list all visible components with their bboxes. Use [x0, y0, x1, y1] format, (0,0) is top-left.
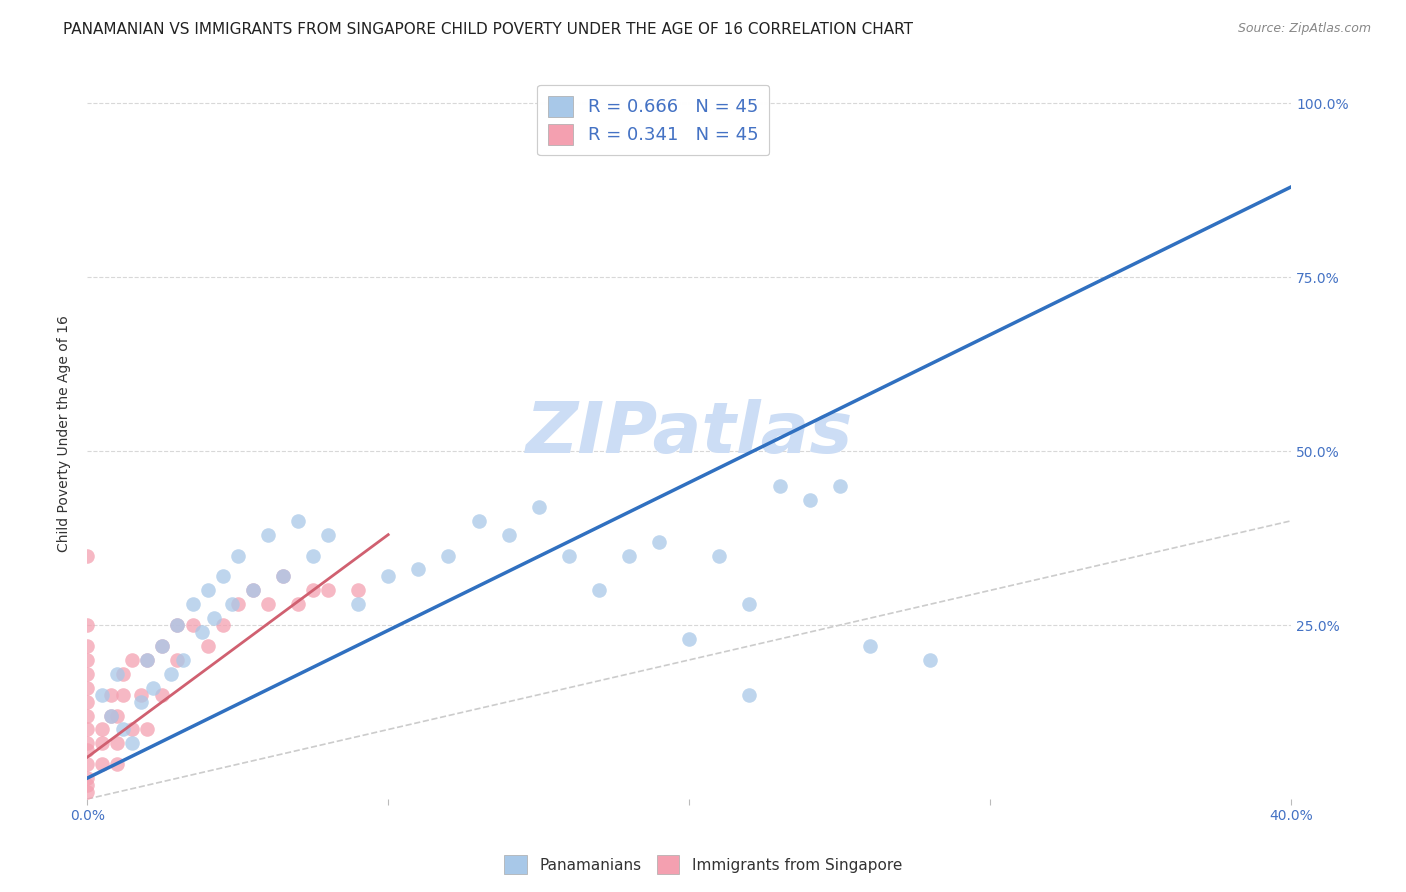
Point — [558, 549, 581, 563]
Point — [648, 534, 671, 549]
Point — [202, 611, 225, 625]
Point — [197, 583, 219, 598]
Point — [121, 653, 143, 667]
Point — [181, 597, 204, 611]
Point — [316, 527, 339, 541]
Text: ZIPatlas: ZIPatlas — [526, 400, 853, 468]
Point — [121, 723, 143, 737]
Point — [197, 639, 219, 653]
Point — [152, 639, 174, 653]
Point — [738, 597, 761, 611]
Point — [76, 785, 98, 799]
Point — [302, 583, 325, 598]
Text: Source: ZipAtlas.com: Source: ZipAtlas.com — [1237, 22, 1371, 36]
Point — [859, 639, 882, 653]
Point — [76, 771, 98, 785]
Point — [221, 597, 243, 611]
Point — [131, 695, 153, 709]
Point — [76, 695, 98, 709]
Point — [121, 736, 143, 750]
Point — [467, 514, 489, 528]
Point — [799, 492, 821, 507]
Point — [242, 583, 264, 598]
Point — [100, 708, 122, 723]
Point — [105, 736, 128, 750]
Point — [527, 500, 550, 514]
Point — [271, 569, 294, 583]
Point — [136, 653, 159, 667]
Point — [76, 618, 98, 632]
Point — [76, 757, 98, 772]
Point — [181, 618, 204, 632]
Legend: R = 0.666   N = 45, R = 0.341   N = 45: R = 0.666 N = 45, R = 0.341 N = 45 — [537, 85, 769, 155]
Y-axis label: Child Poverty Under the Age of 16: Child Poverty Under the Age of 16 — [58, 316, 72, 552]
Point — [76, 778, 98, 792]
Point — [287, 514, 309, 528]
Point — [920, 653, 942, 667]
Point — [588, 583, 610, 598]
Point — [190, 625, 212, 640]
Point — [105, 757, 128, 772]
Point — [152, 639, 174, 653]
Point — [617, 549, 640, 563]
Point — [709, 549, 731, 563]
Point — [678, 632, 700, 646]
Point — [76, 666, 98, 681]
Point — [242, 583, 264, 598]
Point — [152, 688, 174, 702]
Point — [76, 723, 98, 737]
Point — [173, 653, 195, 667]
Point — [347, 597, 370, 611]
Point — [211, 618, 233, 632]
Text: PANAMANIAN VS IMMIGRANTS FROM SINGAPORE CHILD POVERTY UNDER THE AGE OF 16 CORREL: PANAMANIAN VS IMMIGRANTS FROM SINGAPORE … — [63, 22, 914, 37]
Point — [91, 736, 114, 750]
Point — [166, 618, 188, 632]
Point — [112, 666, 135, 681]
Point — [226, 597, 249, 611]
Point — [166, 618, 188, 632]
Point — [256, 597, 278, 611]
Point — [91, 688, 114, 702]
Point — [211, 569, 233, 583]
Point — [160, 666, 183, 681]
Point — [76, 736, 98, 750]
Point — [142, 681, 165, 695]
Point — [112, 723, 135, 737]
Point — [316, 583, 339, 598]
Point — [105, 708, 128, 723]
Point — [105, 666, 128, 681]
Point — [131, 688, 153, 702]
Point — [377, 569, 399, 583]
Point — [302, 549, 325, 563]
Legend: Panamanians, Immigrants from Singapore: Panamanians, Immigrants from Singapore — [498, 849, 908, 880]
Point — [76, 743, 98, 757]
Point — [437, 549, 460, 563]
Point — [136, 653, 159, 667]
Point — [76, 653, 98, 667]
Point — [100, 708, 122, 723]
Point — [287, 597, 309, 611]
Point — [408, 562, 430, 576]
Point — [828, 479, 851, 493]
Point — [271, 569, 294, 583]
Point — [166, 653, 188, 667]
Point — [76, 549, 98, 563]
Point — [136, 723, 159, 737]
Point — [738, 688, 761, 702]
Point — [498, 527, 520, 541]
Point — [76, 681, 98, 695]
Point — [768, 479, 790, 493]
Point — [256, 527, 278, 541]
Point — [347, 583, 370, 598]
Point — [91, 723, 114, 737]
Point — [100, 688, 122, 702]
Point — [91, 757, 114, 772]
Point — [76, 708, 98, 723]
Point — [226, 549, 249, 563]
Point — [76, 639, 98, 653]
Point — [112, 688, 135, 702]
